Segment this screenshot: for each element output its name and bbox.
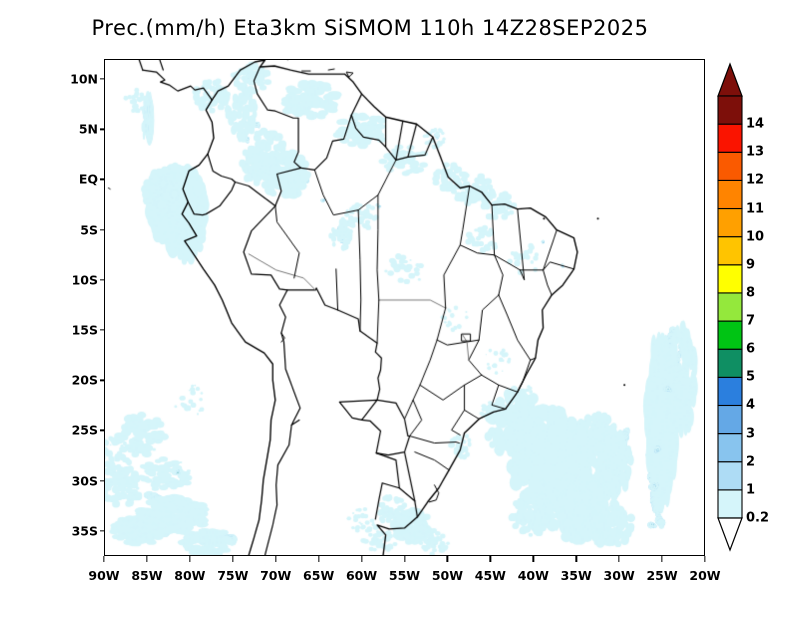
x-tick-mark <box>189 556 191 562</box>
x-tick-mark <box>103 556 105 562</box>
colorbar-swatch <box>717 433 743 463</box>
colorbar-tick-label: 4 <box>746 397 756 413</box>
colorbar-under-arrow <box>717 517 743 552</box>
x-tick-label-45w: 45W <box>474 568 506 583</box>
colorbar-over-arrow <box>717 62 743 97</box>
y-tick-label-35s: 35S <box>71 523 98 539</box>
y-tick-mark <box>100 429 106 432</box>
x-tick-label-30w: 30W <box>603 568 635 583</box>
x-tick-label-60w: 60W <box>345 568 378 583</box>
y-tick-label-10s: 10S <box>71 272 98 288</box>
colorbar-tick-label: 9 <box>746 257 756 273</box>
x-tick-mark <box>232 556 234 562</box>
x-tick-mark <box>275 556 277 562</box>
y-tick-mark <box>100 480 106 482</box>
x-tick-mark <box>146 556 148 562</box>
colorbar-tick-label: 13 <box>746 144 765 160</box>
x-axis-longitude: 90W 85W 80W 75W 70W 65W 60W 55W 50W 45W 40W 35W 30W 2… <box>88 556 721 586</box>
y-tick-mark <box>100 229 106 231</box>
colorbar-swatch <box>717 123 743 153</box>
y-tick-mark <box>100 329 106 331</box>
x-tick-mark <box>446 556 449 562</box>
colorbar-swatch <box>717 320 743 350</box>
colorbar-tick-label: 3 <box>746 426 756 442</box>
colorbar-swatch <box>717 461 743 491</box>
colorbar-tick-label: 6 <box>746 341 756 357</box>
colorbar-swatch <box>717 151 743 181</box>
x-tick-label-75w: 75W <box>217 568 249 583</box>
y-tick-mark <box>100 178 106 181</box>
colorbar-tick-label: 10 <box>746 229 765 245</box>
colorbar-tick-label: 2 <box>746 454 756 470</box>
y-tick-mark <box>100 379 106 381</box>
x-tick-mark <box>532 556 534 562</box>
page-title: Prec.(mm/h) Eta3km SiSMOM 110h 14Z28SEP2… <box>91 16 649 40</box>
y-tick-label-30s: 30S <box>71 473 98 489</box>
x-tick-mark <box>618 556 620 562</box>
colorbar-tick-label: 11 <box>746 201 765 217</box>
x-tick-label-25w: 25W <box>646 568 678 583</box>
colorbar-tick-label: 0.2 <box>746 510 770 526</box>
x-tick-label-35w: 35W <box>560 568 592 583</box>
y-tick-label-25s: 25S <box>71 422 98 438</box>
x-tick-label-50w: 50W <box>431 568 464 583</box>
y-tick-label-eq: EQ <box>78 171 98 187</box>
y-tick-label-5s: 5S <box>80 222 98 238</box>
colorbar-legend: 0.2 1 2 3 4 5 6 7 8 9 10 11 12 13 14 <box>716 60 792 560</box>
colorbar-tick-label: 1 <box>746 482 756 498</box>
y-tick-mark <box>100 128 106 130</box>
colorbar-swatch <box>717 348 743 378</box>
colorbar-tick-label: 7 <box>746 313 756 329</box>
colorbar-tick-label: 8 <box>746 285 756 301</box>
colorbar-swatch <box>717 404 743 435</box>
colorbar-swatches <box>717 62 743 552</box>
colorbar-swatch <box>717 179 743 210</box>
colorbar-tick-label: 5 <box>746 369 756 385</box>
colorbar-tick-label: 14 <box>746 116 765 132</box>
y-tick-label-15s: 15S <box>71 322 98 338</box>
x-tick-mark <box>403 556 406 562</box>
y-tick-mark <box>100 78 106 80</box>
colorbar-swatch <box>717 207 743 238</box>
colorbar-swatch <box>717 236 743 266</box>
y-axis-latitude: 10N 5N EQ 5S 10S 15S 20S 25S 30S 35S <box>52 59 106 556</box>
precipitation-map <box>104 59 705 556</box>
x-tick-label-55w: 55W <box>388 568 421 583</box>
x-tick-mark <box>317 556 320 562</box>
x-tick-mark <box>704 556 706 562</box>
y-tick-label-10n: 10N <box>70 71 98 87</box>
precipitation-field-canvas <box>105 60 704 555</box>
x-tick-mark <box>575 556 577 562</box>
y-tick-label-20s: 20S <box>71 372 98 388</box>
x-tick-label-40w: 40W <box>517 568 549 583</box>
y-tick-mark <box>100 279 106 281</box>
x-tick-label-70w: 70W <box>260 568 292 583</box>
colorbar-swatch <box>717 376 743 407</box>
x-tick-label-20w: 20W <box>689 568 721 583</box>
x-tick-label-85w: 85W <box>131 568 163 583</box>
x-tick-mark <box>661 556 663 562</box>
y-tick-mark <box>100 530 106 532</box>
colorbar-swatch <box>717 264 743 294</box>
x-tick-label-65w: 65W <box>303 568 335 583</box>
x-tick-mark <box>489 556 491 562</box>
colorbar-swatch <box>717 95 743 125</box>
y-tick-label-5n: 5N <box>78 121 98 137</box>
x-tick-label-80w: 80W <box>174 568 206 583</box>
colorbar-tick-label: 12 <box>746 172 765 188</box>
colorbar-swatch <box>717 292 743 322</box>
x-tick-label-90w: 90W <box>88 568 120 583</box>
colorbar-swatch <box>717 489 743 519</box>
x-tick-mark <box>360 556 363 562</box>
